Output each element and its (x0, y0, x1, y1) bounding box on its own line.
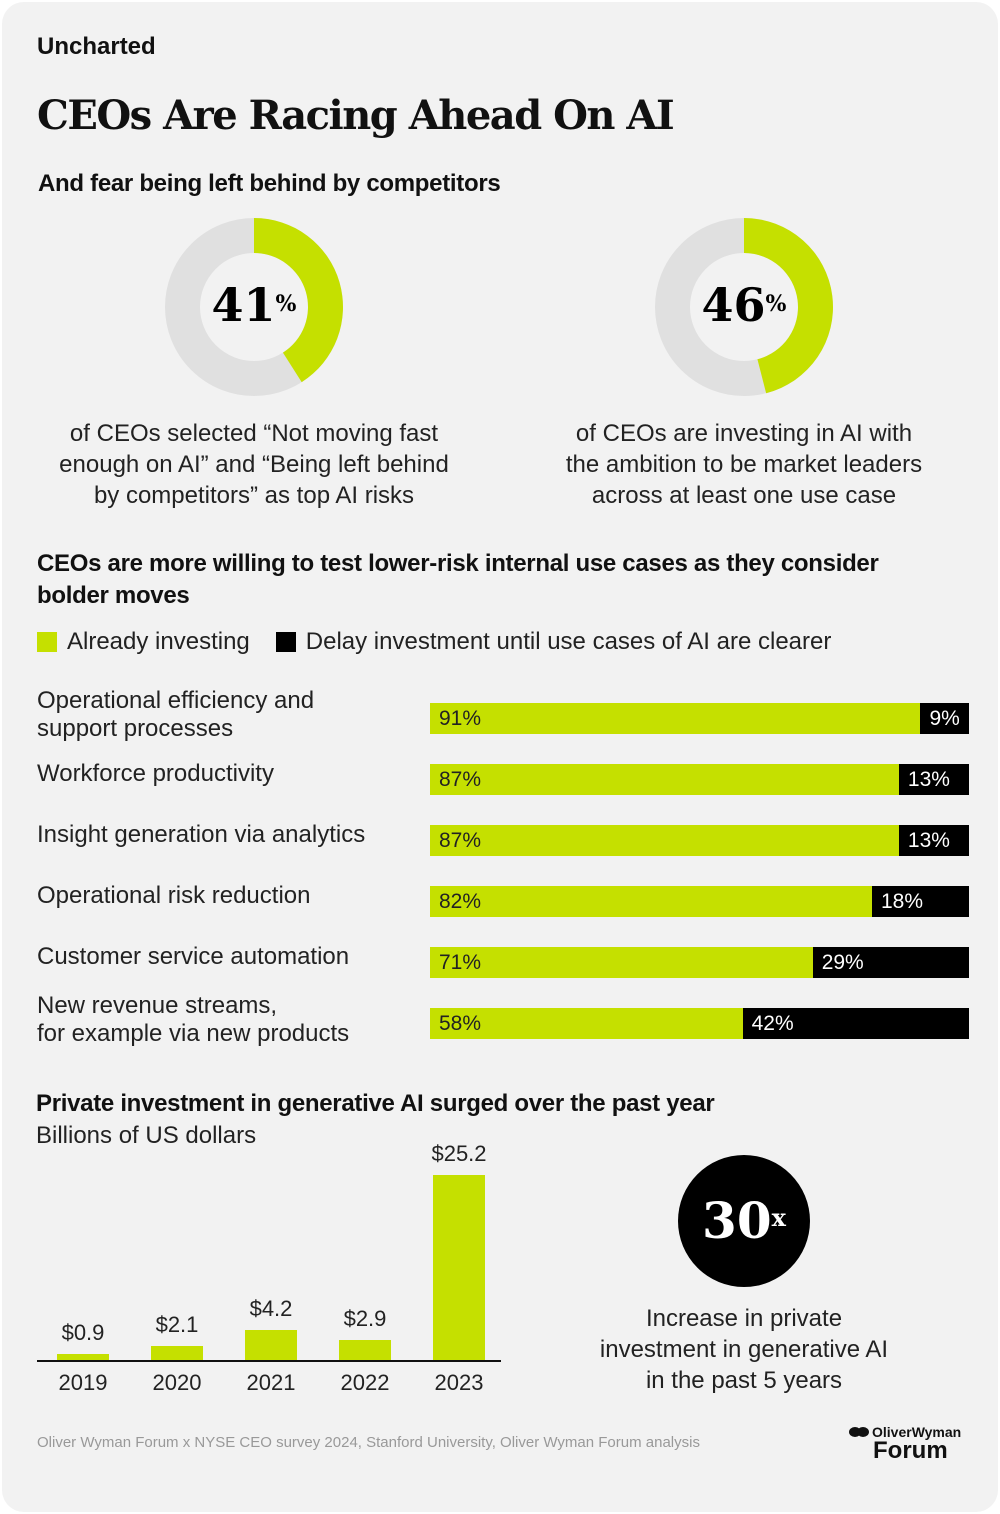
donut-segment (744, 218, 834, 394)
bar-already: 91% (430, 703, 921, 734)
callout-circle: 30x (678, 1155, 810, 1287)
category-label: New revenue streams, for example via new … (37, 992, 349, 1048)
x-tick-label: 2022 (340, 1370, 390, 1395)
x-tick-label: 2023 (434, 1370, 484, 1395)
donut-value: 46% (684, 278, 804, 332)
category-line: Insight generation via analytics (37, 821, 366, 848)
column-unit-label: Billions of US dollars (36, 1122, 257, 1149)
caption-line: the ambition to be market leaders (565, 451, 923, 478)
caption-line: Increase in private (645, 1305, 843, 1332)
bar-section-title: CEOs are more willing to test lower-risk… (37, 550, 879, 609)
x-tick-label: 2019 (58, 1370, 108, 1395)
bar-delay: 9% (920, 703, 969, 734)
column-bar (151, 1345, 203, 1361)
column-value-label: $4.2 (249, 1296, 293, 1321)
x-tick-label: 2021 (246, 1370, 296, 1395)
logo-text-forum: Forum (873, 1437, 948, 1464)
legend-label-delay: Delay investment until use cases of AI a… (305, 628, 832, 655)
baseline (37, 1360, 501, 1362)
caption-line: across at least one use case (591, 482, 897, 509)
category-label: Operational efficiency and support proces… (37, 687, 314, 743)
bar-delay: 29% (812, 947, 969, 978)
legend-swatch-delay (275, 632, 296, 652)
bar-already: 58% (430, 1008, 743, 1039)
brand-label: Uncharted (37, 33, 156, 60)
legend-swatch-already (37, 632, 57, 652)
bar-delay: 18% (871, 886, 969, 917)
logo-line1: OliverWyman (849, 1424, 961, 1440)
bar-delay: 13% (898, 764, 969, 795)
caption-line: of CEOs are investing in AI with (575, 420, 913, 447)
category-label: Customer service automation (37, 943, 349, 971)
donut-number: 46 (701, 278, 766, 332)
column-bar (339, 1339, 391, 1361)
legend-label-already: Already investing (67, 628, 250, 655)
caption-line: in the past 5 years (645, 1367, 843, 1394)
bar-delay: 13% (898, 825, 969, 856)
column-value-label: $0.9 (61, 1320, 105, 1346)
category-line: Workforce productivity (37, 760, 274, 787)
donut-caption: of CEOs selected “Not moving fast enough … (24, 418, 484, 511)
logo-mark-icon (849, 1427, 869, 1437)
category-line: for example via new products (37, 1020, 350, 1047)
donut-number: 41 (211, 278, 276, 332)
page-title: CEOs Are Racing Ahead On AI (37, 92, 675, 139)
donut-caption: of CEOs are investing in AI with the ambi… (514, 418, 974, 511)
donut-value: 41% (194, 278, 314, 332)
callout-unit: x (771, 1202, 786, 1232)
bar-already: 87% (430, 825, 899, 856)
caption-line: investment in generative AI (599, 1336, 889, 1363)
logo: OliverWyman Forum (849, 1424, 961, 1464)
column-value-label: $2.1 (155, 1311, 199, 1337)
source-note: Oliver Wyman Forum x NYSE CEO survey 202… (37, 1434, 700, 1451)
category-label: Workforce productivity (37, 760, 274, 788)
callout-caption: Increase in private investment in genera… (514, 1303, 974, 1396)
bar-already: 71% (430, 947, 813, 978)
category-line: Operational risk reduction (37, 882, 311, 909)
column-value-label: $25.2 (431, 1141, 487, 1166)
donut-segment (254, 218, 344, 383)
donut-section-title: And fear being left behind by competitor… (38, 170, 501, 197)
caption-line: of CEOs selected “Not moving fast (69, 420, 439, 447)
category-line: Customer service automation (37, 943, 350, 970)
category-line: support processes (37, 715, 234, 742)
bar-already: 82% (430, 886, 872, 917)
callout-value: 30 (702, 1191, 772, 1250)
category-label: Insight generation via analytics (37, 821, 365, 849)
bar-already: 87% (430, 764, 899, 795)
donut-unit: % (765, 290, 787, 317)
column-bar (57, 1354, 109, 1361)
column-value-label: $2.9 (343, 1305, 387, 1331)
donut-unit: % (275, 290, 297, 317)
category-label: Operational risk reduction (37, 882, 310, 910)
column-bar (245, 1330, 297, 1361)
category-line: Operational efficiency and (37, 687, 315, 714)
donut-charts (165, 218, 834, 396)
x-tick-label: 2020 (152, 1370, 202, 1395)
logo-text: OliverWyman (872, 1424, 962, 1440)
caption-line: by competitors” as top AI risks (93, 482, 415, 509)
legend: Already investing Delay investment until… (37, 628, 831, 656)
column-section-title: Private investment in generative AI surg… (36, 1090, 715, 1117)
bar-delay: 42% (742, 1008, 969, 1039)
category-line: New revenue streams, (37, 992, 278, 1019)
column-bar (433, 1175, 485, 1361)
caption-line: enough on AI” and “Being left behind (59, 451, 449, 478)
